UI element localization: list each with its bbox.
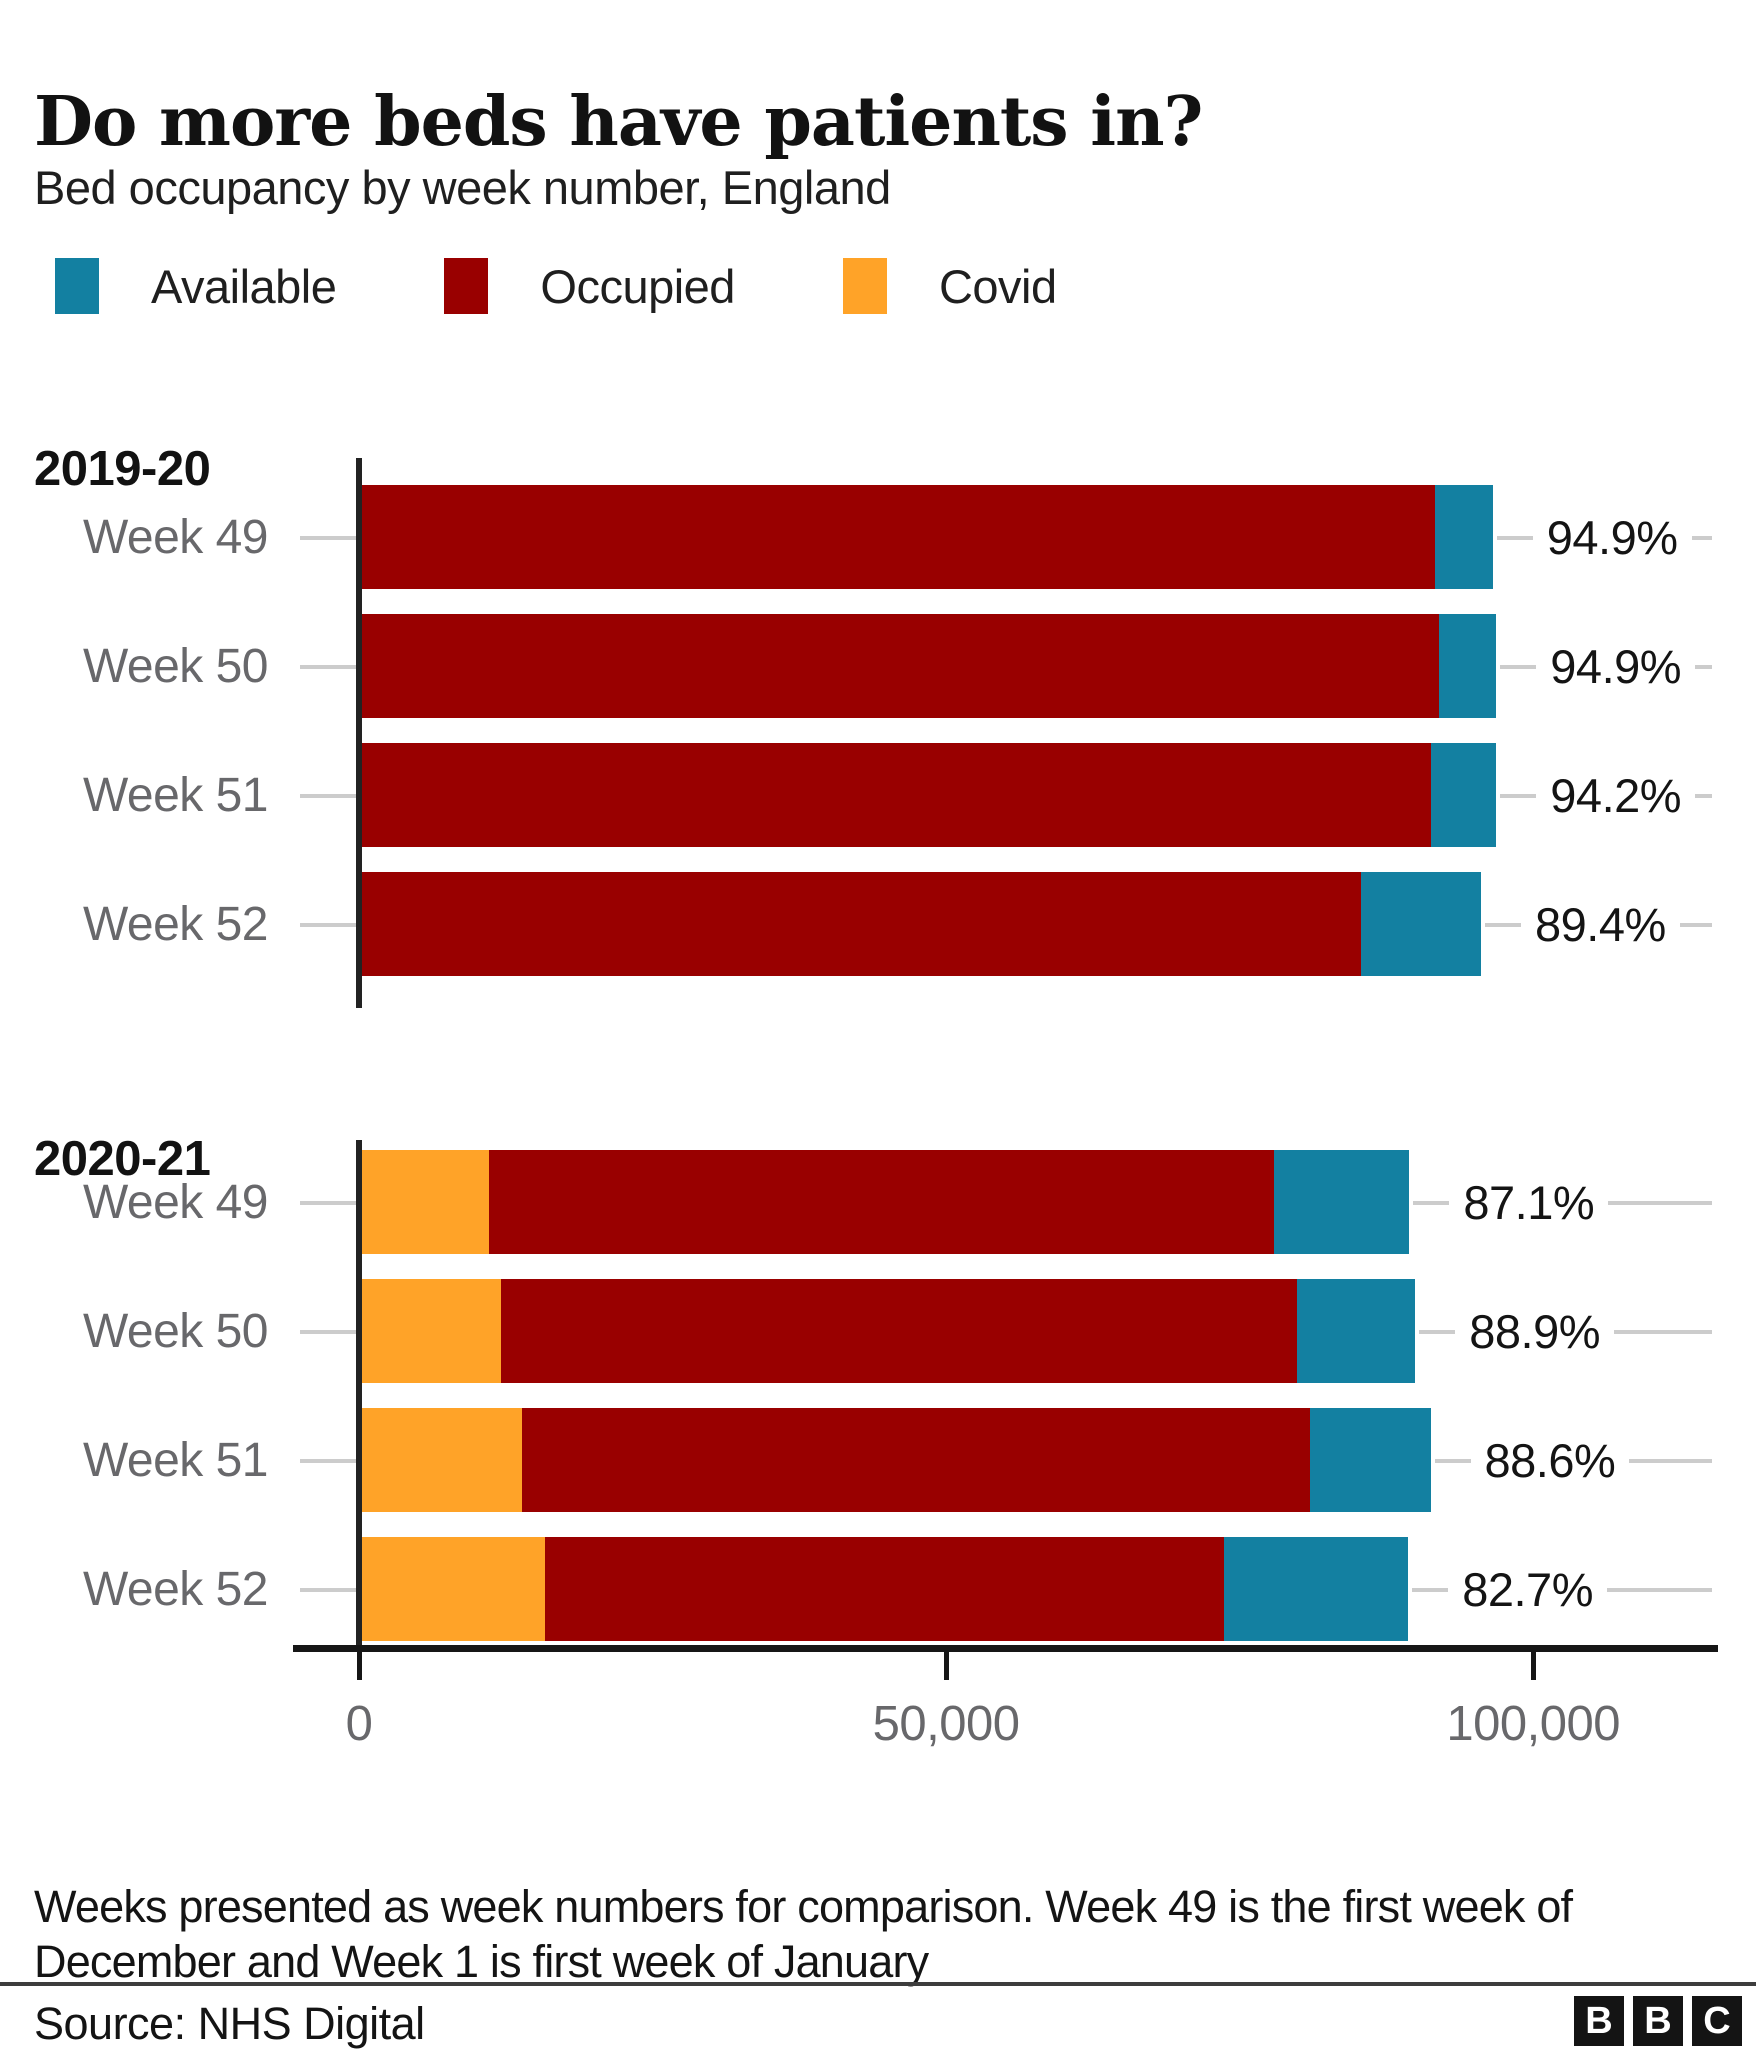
available-segment xyxy=(1274,1150,1410,1254)
bar-stack xyxy=(362,1279,1416,1383)
bar-row: Week 50 94.9% xyxy=(0,614,1756,718)
chart-2020-21: Week 49 87.1% Week 50 88.9% Week 51 88.6% Week… xyxy=(0,1150,1756,1641)
bar-stack xyxy=(362,614,1497,718)
available-segment xyxy=(1223,1537,1409,1641)
row-label: Week 49 xyxy=(82,510,269,564)
chart-2019-20: Week 49 94.9% Week 50 94.9% Week 51 94.2% Week… xyxy=(0,485,1756,976)
bar-row: Week 52 82.7% xyxy=(0,1537,1756,1641)
occupied-segment xyxy=(362,485,1436,589)
x-axis-tick-label: 100,000 xyxy=(1446,1697,1621,1751)
occupancy-percentage-label: 94.2% xyxy=(1536,743,1696,847)
bbc-logo-block: B xyxy=(1633,1996,1683,2046)
row-label: Week 50 xyxy=(82,1304,269,1358)
x-axis-tick-label: 0 xyxy=(345,1697,373,1751)
occupancy-percentage-label: 88.9% xyxy=(1455,1279,1615,1383)
x-axis-tick xyxy=(1531,1652,1537,1680)
x-axis-tick-label: 50,000 xyxy=(872,1697,1020,1751)
bar-stack xyxy=(362,743,1497,847)
legend: Available Occupied Covid xyxy=(55,258,1057,314)
available-segment xyxy=(1430,743,1497,847)
row-tick-line xyxy=(300,1588,356,1592)
occupancy-percentage-label: 94.9% xyxy=(1536,614,1696,718)
x-axis-tick xyxy=(944,1652,950,1680)
covid-segment xyxy=(362,1537,546,1641)
x-axis-tick xyxy=(357,1652,362,1680)
bar-stack xyxy=(362,1408,1431,1512)
legend-label: Available xyxy=(151,259,337,313)
page-subtitle: Bed occupancy by week number, England xyxy=(34,161,891,214)
legend-label: Covid xyxy=(938,259,1057,313)
row-tick-line xyxy=(300,665,356,669)
occupancy-percentage-label: 94.9% xyxy=(1532,485,1692,589)
row-tick-line xyxy=(300,794,356,798)
row-tick-line xyxy=(300,1330,356,1334)
available-segment xyxy=(1296,1279,1416,1383)
bar-stack xyxy=(362,872,1482,976)
section-header-2019-20: 2019-20 xyxy=(34,441,211,496)
legend-item-covid: Covid xyxy=(842,258,1057,314)
bar-stack xyxy=(362,1537,1409,1641)
y-axis-spine-2020-21 xyxy=(356,1140,362,1648)
bar-row: Week 50 88.9% xyxy=(0,1279,1756,1383)
row-tick-line xyxy=(300,536,356,540)
covid-segment xyxy=(362,1150,489,1254)
occupied-segment xyxy=(362,872,1362,976)
occupied-segment xyxy=(488,1150,1275,1254)
occupied-segment xyxy=(500,1279,1297,1383)
available-swatch-icon xyxy=(55,258,99,314)
bar-row: Week 49 87.1% xyxy=(0,1150,1756,1254)
bar-row: Week 51 88.6% xyxy=(0,1408,1756,1512)
row-tick-line xyxy=(300,1201,356,1205)
occupancy-percentage-label: 87.1% xyxy=(1449,1150,1609,1254)
row-tick-line xyxy=(300,923,356,927)
covid-segment xyxy=(362,1408,522,1512)
divider-line xyxy=(0,1982,1756,1986)
y-axis-spine-2019-20 xyxy=(356,458,362,1008)
occupancy-percentage-label: 89.4% xyxy=(1521,872,1680,976)
legend-label: Occupied xyxy=(540,259,735,313)
bar-stack xyxy=(362,485,1493,589)
bar-row: Week 49 94.9% xyxy=(0,485,1756,589)
occupied-segment xyxy=(521,1408,1310,1512)
row-label: Week 49 xyxy=(82,1175,269,1229)
source-credit: Source: NHS Digital xyxy=(34,1998,425,2049)
occupancy-percentage-label: 88.6% xyxy=(1470,1408,1630,1512)
page-title: Do more beds have patients in? xyxy=(34,81,1203,162)
bbc-logo-block: C xyxy=(1692,1996,1742,2046)
covid-segment xyxy=(362,1279,501,1383)
row-label: Week 52 xyxy=(82,897,269,951)
occupied-segment xyxy=(545,1537,1224,1641)
row-label: Week 50 xyxy=(82,639,269,693)
available-segment xyxy=(1435,485,1493,589)
row-label: Week 51 xyxy=(82,1433,269,1487)
available-segment xyxy=(1309,1408,1431,1512)
bar-row: Week 52 89.4% xyxy=(0,872,1756,976)
occupied-segment xyxy=(362,743,1431,847)
available-segment xyxy=(1438,614,1497,718)
legend-item-occupied: Occupied xyxy=(444,258,735,314)
row-label: Week 52 xyxy=(82,1562,269,1616)
legend-item-available: Available xyxy=(55,258,337,314)
covid-swatch-icon xyxy=(842,258,887,314)
row-tick-line xyxy=(300,1459,356,1463)
bar-stack xyxy=(362,1150,1410,1254)
occupied-swatch-icon xyxy=(444,258,489,314)
available-segment xyxy=(1361,872,1482,976)
bar-row: Week 51 94.2% xyxy=(0,743,1756,847)
footnote: Weeks presented as week numbers for comp… xyxy=(34,1881,1573,1987)
occupancy-percentage-label: 82.7% xyxy=(1448,1537,1607,1641)
row-label: Week 51 xyxy=(82,768,269,822)
occupied-segment xyxy=(362,614,1439,718)
bbc-logo-block: B xyxy=(1574,1996,1624,2046)
section-header-2020-21: 2020-21 xyxy=(34,1131,211,1186)
x-axis-line xyxy=(293,1645,1718,1652)
